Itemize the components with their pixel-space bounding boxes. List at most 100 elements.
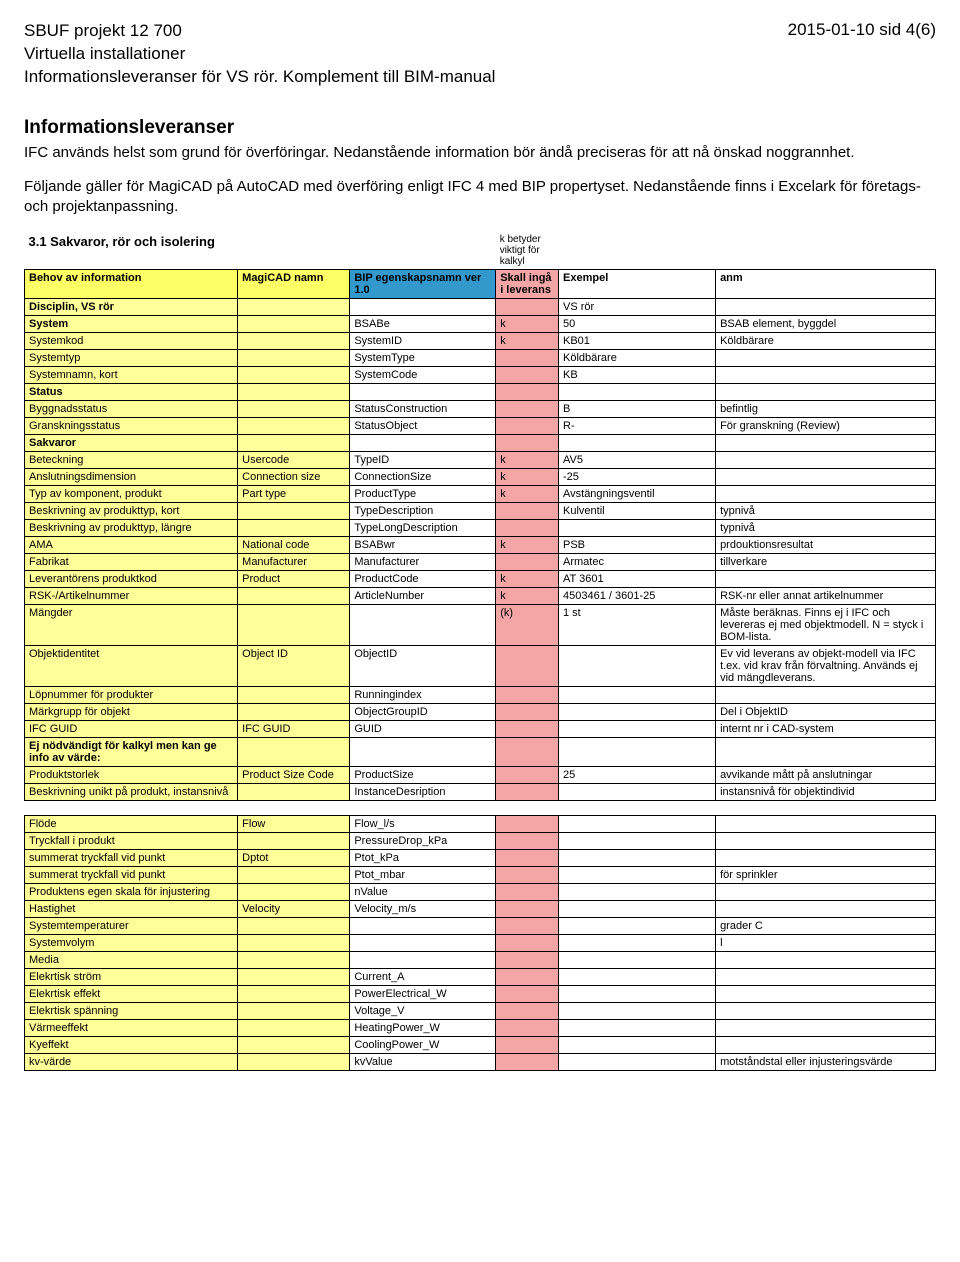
table-cell [559,815,716,832]
table-cell: (k) [496,604,559,645]
table-cell: 25 [559,766,716,783]
table-cell: CoolingPower_W [350,1036,496,1053]
table-cell [559,985,716,1002]
table-cell: Löpnummer för produkter [25,686,238,703]
table-cell: k [496,332,559,349]
table-row: Elekrtisk spänningVoltage_V [25,1002,936,1019]
table-cell [559,917,716,934]
table-cell: Beteckning [25,451,238,468]
table-cell [496,366,559,383]
table-row: VärmeeffektHeatingPower_W [25,1019,936,1036]
table-cell [559,883,716,900]
col-header: BIP egenskapsnamn ver 1.0 [350,269,496,298]
table-cell [716,883,936,900]
table-cell: Mängder [25,604,238,645]
table-cell: motståndstal eller injusteringsvärde [716,1053,936,1070]
table-cell: 1 st [559,604,716,645]
table-cell: Ej nödvändigt för kalkyl men kan ge info… [25,737,238,766]
header-line1: SBUF projekt 12 700 [24,20,495,43]
header-line3: Informationsleveranser för VS rör. Kompl… [24,66,495,89]
table-cell [238,686,350,703]
table-row: Tryckfall i produktPressureDrop_kPa [25,832,936,849]
table-cell: R- [559,417,716,434]
table-cell [716,366,936,383]
table-row: Löpnummer för produkterRunningindex [25,686,936,703]
table-cell [559,951,716,968]
table-cell [496,703,559,720]
table-cell: k [496,451,559,468]
table-cell [559,519,716,536]
table-cell: nValue [350,883,496,900]
table-cell: BSABwr [350,536,496,553]
table-cell [238,985,350,1002]
table-cell [496,417,559,434]
table-cell: avvikande mått på anslutningar [716,766,936,783]
table-cell: Flow_l/s [350,815,496,832]
table-cell [559,434,716,451]
table-cell: Usercode [238,451,350,468]
table-cell [559,832,716,849]
table-cell: IFC GUID [25,720,238,737]
table-row: HastighetVelocityVelocity_m/s [25,900,936,917]
document-header: SBUF projekt 12 700 Virtuella installati… [24,20,936,89]
col-header: Behov av information [25,269,238,298]
table-cell: ConnectionSize [350,468,496,485]
table-cell: Disciplin, VS rör [25,298,238,315]
table-cell [559,645,716,686]
header-right: 2015-01-10 sid 4(6) [788,20,936,89]
table-cell: Kulventil [559,502,716,519]
table-cell: Ev vid leverans av objekt-modell via IFC… [716,645,936,686]
table-cell [496,298,559,315]
table-row: SystemtypSystemTypeKöldbärare [25,349,936,366]
table-cell: Elekrtisk ström [25,968,238,985]
table-cell: Ptot_kPa [350,849,496,866]
table-row: Sakvaror [25,434,936,451]
table-cell [559,383,716,400]
table-cell [496,553,559,570]
table-row: Produktens egen skala för injusteringnVa… [25,883,936,900]
table-cell: AT 3601 [559,570,716,587]
table-cell [496,349,559,366]
table-cell: AV5 [559,451,716,468]
table-cell [716,951,936,968]
table-cell: System [25,315,238,332]
table-cell [238,519,350,536]
table-row: Leverantörens produktkodProductProductCo… [25,570,936,587]
table-cell [496,400,559,417]
table-row: IFC GUIDIFC GUIDGUIDinternt nr i CAD-sys… [25,720,936,737]
table-cell: Märkgrupp för objekt [25,703,238,720]
table-cell: ArticleNumber [350,587,496,604]
table-cell: 4503461 / 3601-25 [559,587,716,604]
table-cell [238,883,350,900]
table-row: AnslutningsdimensionConnection sizeConne… [25,468,936,485]
table-cell: Media [25,951,238,968]
table-cell: Måste beräknas. Finns ej i IFC och lever… [716,604,936,645]
table-cell [238,604,350,645]
table-cell: ObjectGroupID [350,703,496,720]
table-cell [559,686,716,703]
table-cell: RSK-nr eller annat artikelnummer [716,587,936,604]
table-cell [496,737,559,766]
table-cell [238,1019,350,1036]
col-header: Exempel [559,269,716,298]
table-cell [496,951,559,968]
table-cell: Velocity_m/s [350,900,496,917]
table-cell [559,1002,716,1019]
table-cell [559,1019,716,1036]
table-cell: InstanceDesription [350,783,496,800]
table-cell: Fabrikat [25,553,238,570]
table-cell: AMA [25,536,238,553]
table-cell [496,686,559,703]
table-cell: PressureDrop_kPa [350,832,496,849]
table-cell: Sakvaror [25,434,238,451]
table-cell [559,866,716,883]
table-cell [559,1053,716,1070]
table-cell: Systemnamn, kort [25,366,238,383]
table-cell: BSABe [350,315,496,332]
table-cell: Systemvolym [25,934,238,951]
table-cell [716,468,936,485]
table-cell [716,349,936,366]
table-cell: TypeID [350,451,496,468]
table-cell: Manufacturer [350,553,496,570]
table-cell: Hastighet [25,900,238,917]
